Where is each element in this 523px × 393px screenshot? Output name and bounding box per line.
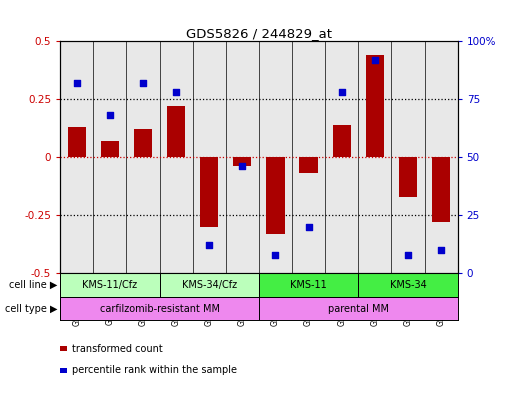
Text: cell type ▶: cell type ▶ xyxy=(5,303,58,314)
Bar xyxy=(167,106,185,157)
Bar xyxy=(200,157,218,227)
Bar xyxy=(259,297,458,320)
Bar xyxy=(432,157,450,222)
Point xyxy=(73,80,81,86)
Bar xyxy=(300,157,317,173)
Bar xyxy=(358,273,458,297)
Point xyxy=(238,163,246,170)
Text: KMS-11: KMS-11 xyxy=(290,280,327,290)
Bar xyxy=(266,157,285,234)
Point xyxy=(139,80,147,86)
Bar xyxy=(160,273,259,297)
Bar xyxy=(134,129,152,157)
Text: parental MM: parental MM xyxy=(328,303,389,314)
Title: GDS5826 / 244829_at: GDS5826 / 244829_at xyxy=(186,27,332,40)
Text: cell line ▶: cell line ▶ xyxy=(9,280,58,290)
Point xyxy=(205,242,213,248)
Point xyxy=(271,252,280,258)
Bar xyxy=(233,157,252,167)
Bar xyxy=(399,157,417,196)
Text: transformed count: transformed count xyxy=(73,343,163,354)
Point xyxy=(437,247,445,253)
Point xyxy=(172,89,180,95)
Point xyxy=(371,57,379,63)
Bar xyxy=(101,141,119,157)
Bar xyxy=(259,273,358,297)
Bar xyxy=(67,127,86,157)
Bar xyxy=(60,273,160,297)
Point xyxy=(404,252,412,258)
Text: KMS-11/Cfz: KMS-11/Cfz xyxy=(82,280,138,290)
Point xyxy=(337,89,346,95)
Bar xyxy=(366,55,384,157)
Point xyxy=(106,112,114,119)
Point xyxy=(304,224,313,230)
Bar xyxy=(60,297,259,320)
Text: KMS-34: KMS-34 xyxy=(390,280,426,290)
Bar xyxy=(333,125,351,157)
Text: carfilzomib-resistant MM: carfilzomib-resistant MM xyxy=(99,303,220,314)
Text: KMS-34/Cfz: KMS-34/Cfz xyxy=(181,280,237,290)
Text: percentile rank within the sample: percentile rank within the sample xyxy=(73,365,237,375)
